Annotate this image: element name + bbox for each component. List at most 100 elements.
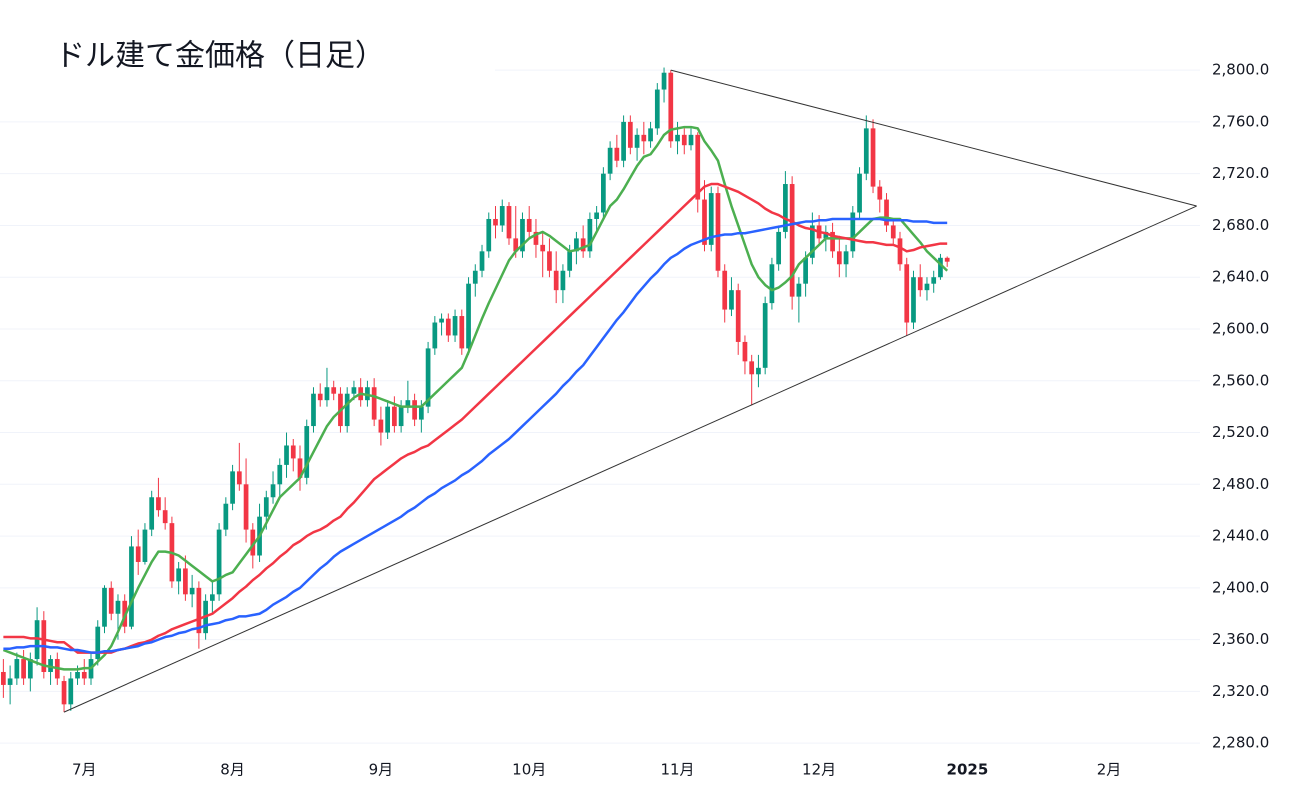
candle-body bbox=[904, 264, 910, 323]
candle-body bbox=[432, 322, 438, 349]
candle-body bbox=[445, 318, 451, 336]
candle-body bbox=[27, 659, 33, 679]
candle-body bbox=[196, 587, 202, 634]
candle-body bbox=[21, 659, 26, 679]
candle-body bbox=[183, 568, 188, 595]
candle-body bbox=[654, 89, 660, 129]
candle-body bbox=[499, 206, 505, 226]
y-tick-label: 2,400.0 bbox=[1212, 578, 1269, 596]
candle-body bbox=[870, 128, 876, 187]
candle-body bbox=[803, 257, 808, 284]
x-tick-label: 12月 bbox=[802, 761, 836, 779]
candle-body bbox=[769, 264, 775, 304]
candle-body bbox=[317, 393, 323, 401]
candle-body bbox=[607, 147, 613, 174]
candle-body bbox=[553, 270, 559, 291]
candle-body bbox=[621, 121, 626, 161]
candle-body bbox=[648, 128, 653, 142]
candle-body bbox=[897, 238, 903, 265]
candle-body bbox=[95, 626, 101, 660]
candle-body bbox=[344, 393, 350, 427]
candle-body bbox=[61, 681, 67, 705]
candle-body bbox=[641, 134, 647, 142]
y-tick-label: 2,480.0 bbox=[1212, 475, 1269, 493]
candle-body bbox=[7, 678, 13, 685]
axis: 2,280.0 2,320.0 2,360.0 2,400.0 2,440.0 2,480… bbox=[72, 61, 1269, 779]
candle-body bbox=[392, 406, 397, 427]
candle-body bbox=[311, 393, 316, 427]
candle-body bbox=[425, 348, 431, 407]
candle-body bbox=[216, 529, 222, 595]
candle-body bbox=[115, 600, 121, 614]
candle-body bbox=[142, 529, 148, 562]
candle-body bbox=[385, 406, 390, 433]
moving-average-line bbox=[3, 217, 948, 654]
y-tick-label: 2,720.0 bbox=[1212, 164, 1269, 182]
candle-body bbox=[365, 387, 370, 401]
candle-body bbox=[580, 238, 586, 252]
candle-body bbox=[263, 497, 269, 517]
candle-body bbox=[452, 316, 458, 336]
candle-body bbox=[34, 620, 40, 660]
candle-body bbox=[533, 231, 539, 245]
candle-body bbox=[513, 238, 519, 252]
candle-body bbox=[176, 568, 182, 582]
candle-body bbox=[297, 458, 303, 478]
candle-body bbox=[890, 225, 896, 239]
y-tick-label: 2,600.0 bbox=[1212, 319, 1269, 337]
x-tick-label: 11月 bbox=[660, 761, 694, 779]
candle-body bbox=[756, 367, 761, 375]
x-tick-label: 10月 bbox=[512, 761, 546, 779]
candle-body bbox=[924, 283, 930, 291]
chart-title: ドル建て金価格（日足） bbox=[55, 39, 385, 74]
candle-body bbox=[486, 218, 492, 252]
candle-body bbox=[459, 316, 465, 349]
y-tick-label: 2,440.0 bbox=[1212, 527, 1269, 545]
candle-body bbox=[412, 400, 417, 420]
candle-body bbox=[708, 193, 714, 245]
candle-body bbox=[634, 134, 640, 148]
candle-body bbox=[547, 251, 552, 271]
candle-body bbox=[944, 257, 950, 262]
candle-body bbox=[102, 587, 107, 627]
x-tick-label: 2025 bbox=[947, 761, 989, 779]
candle-body bbox=[742, 341, 748, 362]
candle-body bbox=[627, 121, 633, 148]
candle-body bbox=[715, 193, 721, 271]
candle-body bbox=[472, 270, 478, 284]
y-tick-label: 2,280.0 bbox=[1212, 734, 1269, 752]
candle-body bbox=[877, 186, 883, 200]
candle-body bbox=[466, 283, 471, 349]
candle-body bbox=[14, 659, 20, 679]
x-tick-label: 8月 bbox=[220, 761, 245, 779]
candle-body bbox=[810, 225, 815, 258]
candle-body bbox=[162, 510, 168, 524]
candle-body bbox=[836, 251, 842, 265]
candle-body bbox=[398, 406, 404, 427]
candle-body bbox=[378, 419, 384, 433]
candle-body bbox=[863, 128, 869, 174]
moving-average-line bbox=[2, 125, 949, 671]
candle-body bbox=[938, 257, 943, 278]
candle-body bbox=[661, 72, 667, 90]
candle-body bbox=[520, 218, 525, 252]
candle-body bbox=[290, 445, 296, 459]
y-tick-label: 2,760.0 bbox=[1212, 112, 1269, 130]
x-tick-label: 9月 bbox=[369, 761, 394, 779]
candle-body bbox=[601, 173, 606, 213]
candle-body bbox=[68, 678, 74, 705]
y-tick-label: 2,640.0 bbox=[1212, 268, 1269, 286]
candle-body bbox=[223, 503, 229, 530]
candle-body bbox=[722, 270, 728, 310]
candle-body bbox=[783, 184, 788, 232]
candle-body bbox=[857, 173, 862, 213]
candle-body bbox=[270, 484, 276, 498]
candle-body bbox=[189, 587, 195, 595]
candle-body bbox=[729, 290, 734, 310]
candle-body bbox=[1, 671, 6, 685]
y-tick-label: 2,320.0 bbox=[1212, 682, 1269, 700]
candle-body bbox=[371, 387, 377, 420]
candle-body bbox=[230, 471, 235, 504]
candle-body bbox=[135, 546, 141, 562]
